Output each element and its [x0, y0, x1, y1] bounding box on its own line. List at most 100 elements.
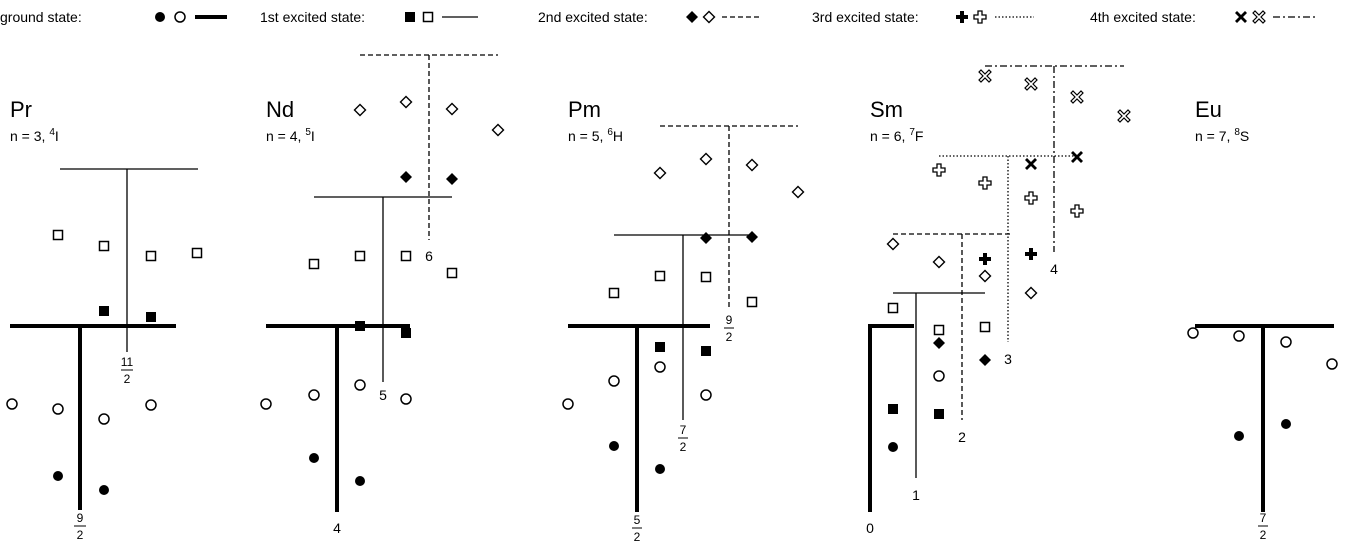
marker [98, 413, 110, 425]
marker [1281, 419, 1291, 429]
filled-circle-icon [155, 12, 165, 22]
open-circle-icon [174, 11, 186, 23]
panel-eu: Eu n = 7, 8S 7 2 [1187, 97, 1338, 542]
marker [308, 258, 320, 270]
element-symbol: Sm [870, 97, 903, 122]
marker [699, 152, 713, 166]
legend-fourth: 4th excited state: [1090, 9, 1318, 25]
marker [52, 403, 64, 415]
j-label: 5 [379, 387, 387, 403]
marker [1071, 151, 1083, 163]
marker [145, 399, 157, 411]
marker [1024, 286, 1038, 300]
marker [1187, 327, 1199, 339]
marker [791, 185, 805, 199]
j-label: 7 [1260, 511, 1267, 525]
marker [99, 485, 109, 495]
legend-ground-label: ground state: [0, 9, 82, 25]
marker [979, 253, 991, 265]
open-plus-icon [973, 10, 987, 24]
marker [933, 370, 945, 382]
open-square-icon [422, 11, 434, 23]
legend: ground state: 1st excited state: 2nd exc… [0, 9, 1318, 25]
marker [446, 173, 458, 185]
marker [888, 442, 898, 452]
marker [745, 158, 759, 172]
marker [1070, 204, 1084, 218]
marker [700, 232, 712, 244]
filled-diamond-icon [686, 11, 698, 23]
filled-x-icon [1235, 11, 1247, 23]
marker [700, 389, 712, 401]
marker [260, 398, 272, 410]
j-label: 2 [77, 528, 84, 542]
element-config: n = 7, 8S [1195, 127, 1249, 144]
element-config: n = 6, 7F [870, 127, 923, 144]
marker [52, 229, 64, 241]
element-symbol: Eu [1195, 97, 1222, 122]
j-label: 2 [680, 440, 687, 454]
marker [1280, 336, 1292, 348]
j-label: 2 [634, 530, 641, 544]
marker [146, 312, 156, 322]
j-label: 2 [726, 330, 733, 344]
marker [700, 271, 712, 283]
marker [400, 171, 412, 183]
element-symbol: Pr [10, 97, 32, 122]
marker [933, 324, 945, 336]
marker [978, 176, 992, 190]
element-symbol: Pm [568, 97, 601, 122]
marker [191, 247, 203, 259]
marker [655, 464, 665, 474]
marker [445, 102, 459, 116]
j-label: 4 [333, 520, 341, 536]
marker [1024, 77, 1038, 91]
element-config: n = 5, 6H [568, 127, 623, 144]
legend-fourth-label: 4th excited state: [1090, 9, 1196, 25]
legend-second-label: 2nd excited state: [538, 9, 648, 25]
element-symbol: Nd [266, 97, 294, 122]
j-label: 9 [726, 313, 733, 327]
filled-square-icon [405, 12, 415, 22]
marker [491, 123, 505, 137]
marker [1234, 431, 1244, 441]
marker [888, 404, 898, 414]
marker [746, 231, 758, 243]
marker [654, 270, 666, 282]
j-label: 2 [124, 372, 131, 386]
j-label: 5 [634, 513, 641, 527]
marker [886, 237, 900, 251]
marker [99, 306, 109, 316]
marker [932, 163, 946, 177]
marker [354, 379, 366, 391]
marker [1070, 90, 1084, 104]
marker [309, 453, 319, 463]
marker [1117, 109, 1131, 123]
panel-pm: Pm n = 5, 6H 5 2 7 2 9 2 [562, 97, 805, 544]
j-label: 2 [958, 429, 966, 445]
legend-third: 3rd excited state: [812, 9, 1034, 25]
marker [355, 321, 365, 331]
marker [701, 346, 711, 356]
marker [399, 95, 413, 109]
marker [653, 166, 667, 180]
marker [53, 471, 63, 481]
marker [355, 476, 365, 486]
marker [353, 103, 367, 117]
j-label: 4 [1050, 261, 1058, 277]
marker [308, 389, 320, 401]
legend-first-label: 1st excited state: [260, 9, 365, 25]
marker [6, 398, 18, 410]
marker [400, 250, 412, 262]
marker [608, 287, 620, 299]
marker [934, 409, 944, 419]
marker [609, 441, 619, 451]
marker [608, 375, 620, 387]
legend-first: 1st excited state: [260, 9, 478, 25]
j-label: 2 [1260, 528, 1267, 542]
marker [979, 321, 991, 333]
element-config: n = 4, 5I [266, 127, 315, 144]
marker [1025, 248, 1037, 260]
marker [401, 328, 411, 338]
